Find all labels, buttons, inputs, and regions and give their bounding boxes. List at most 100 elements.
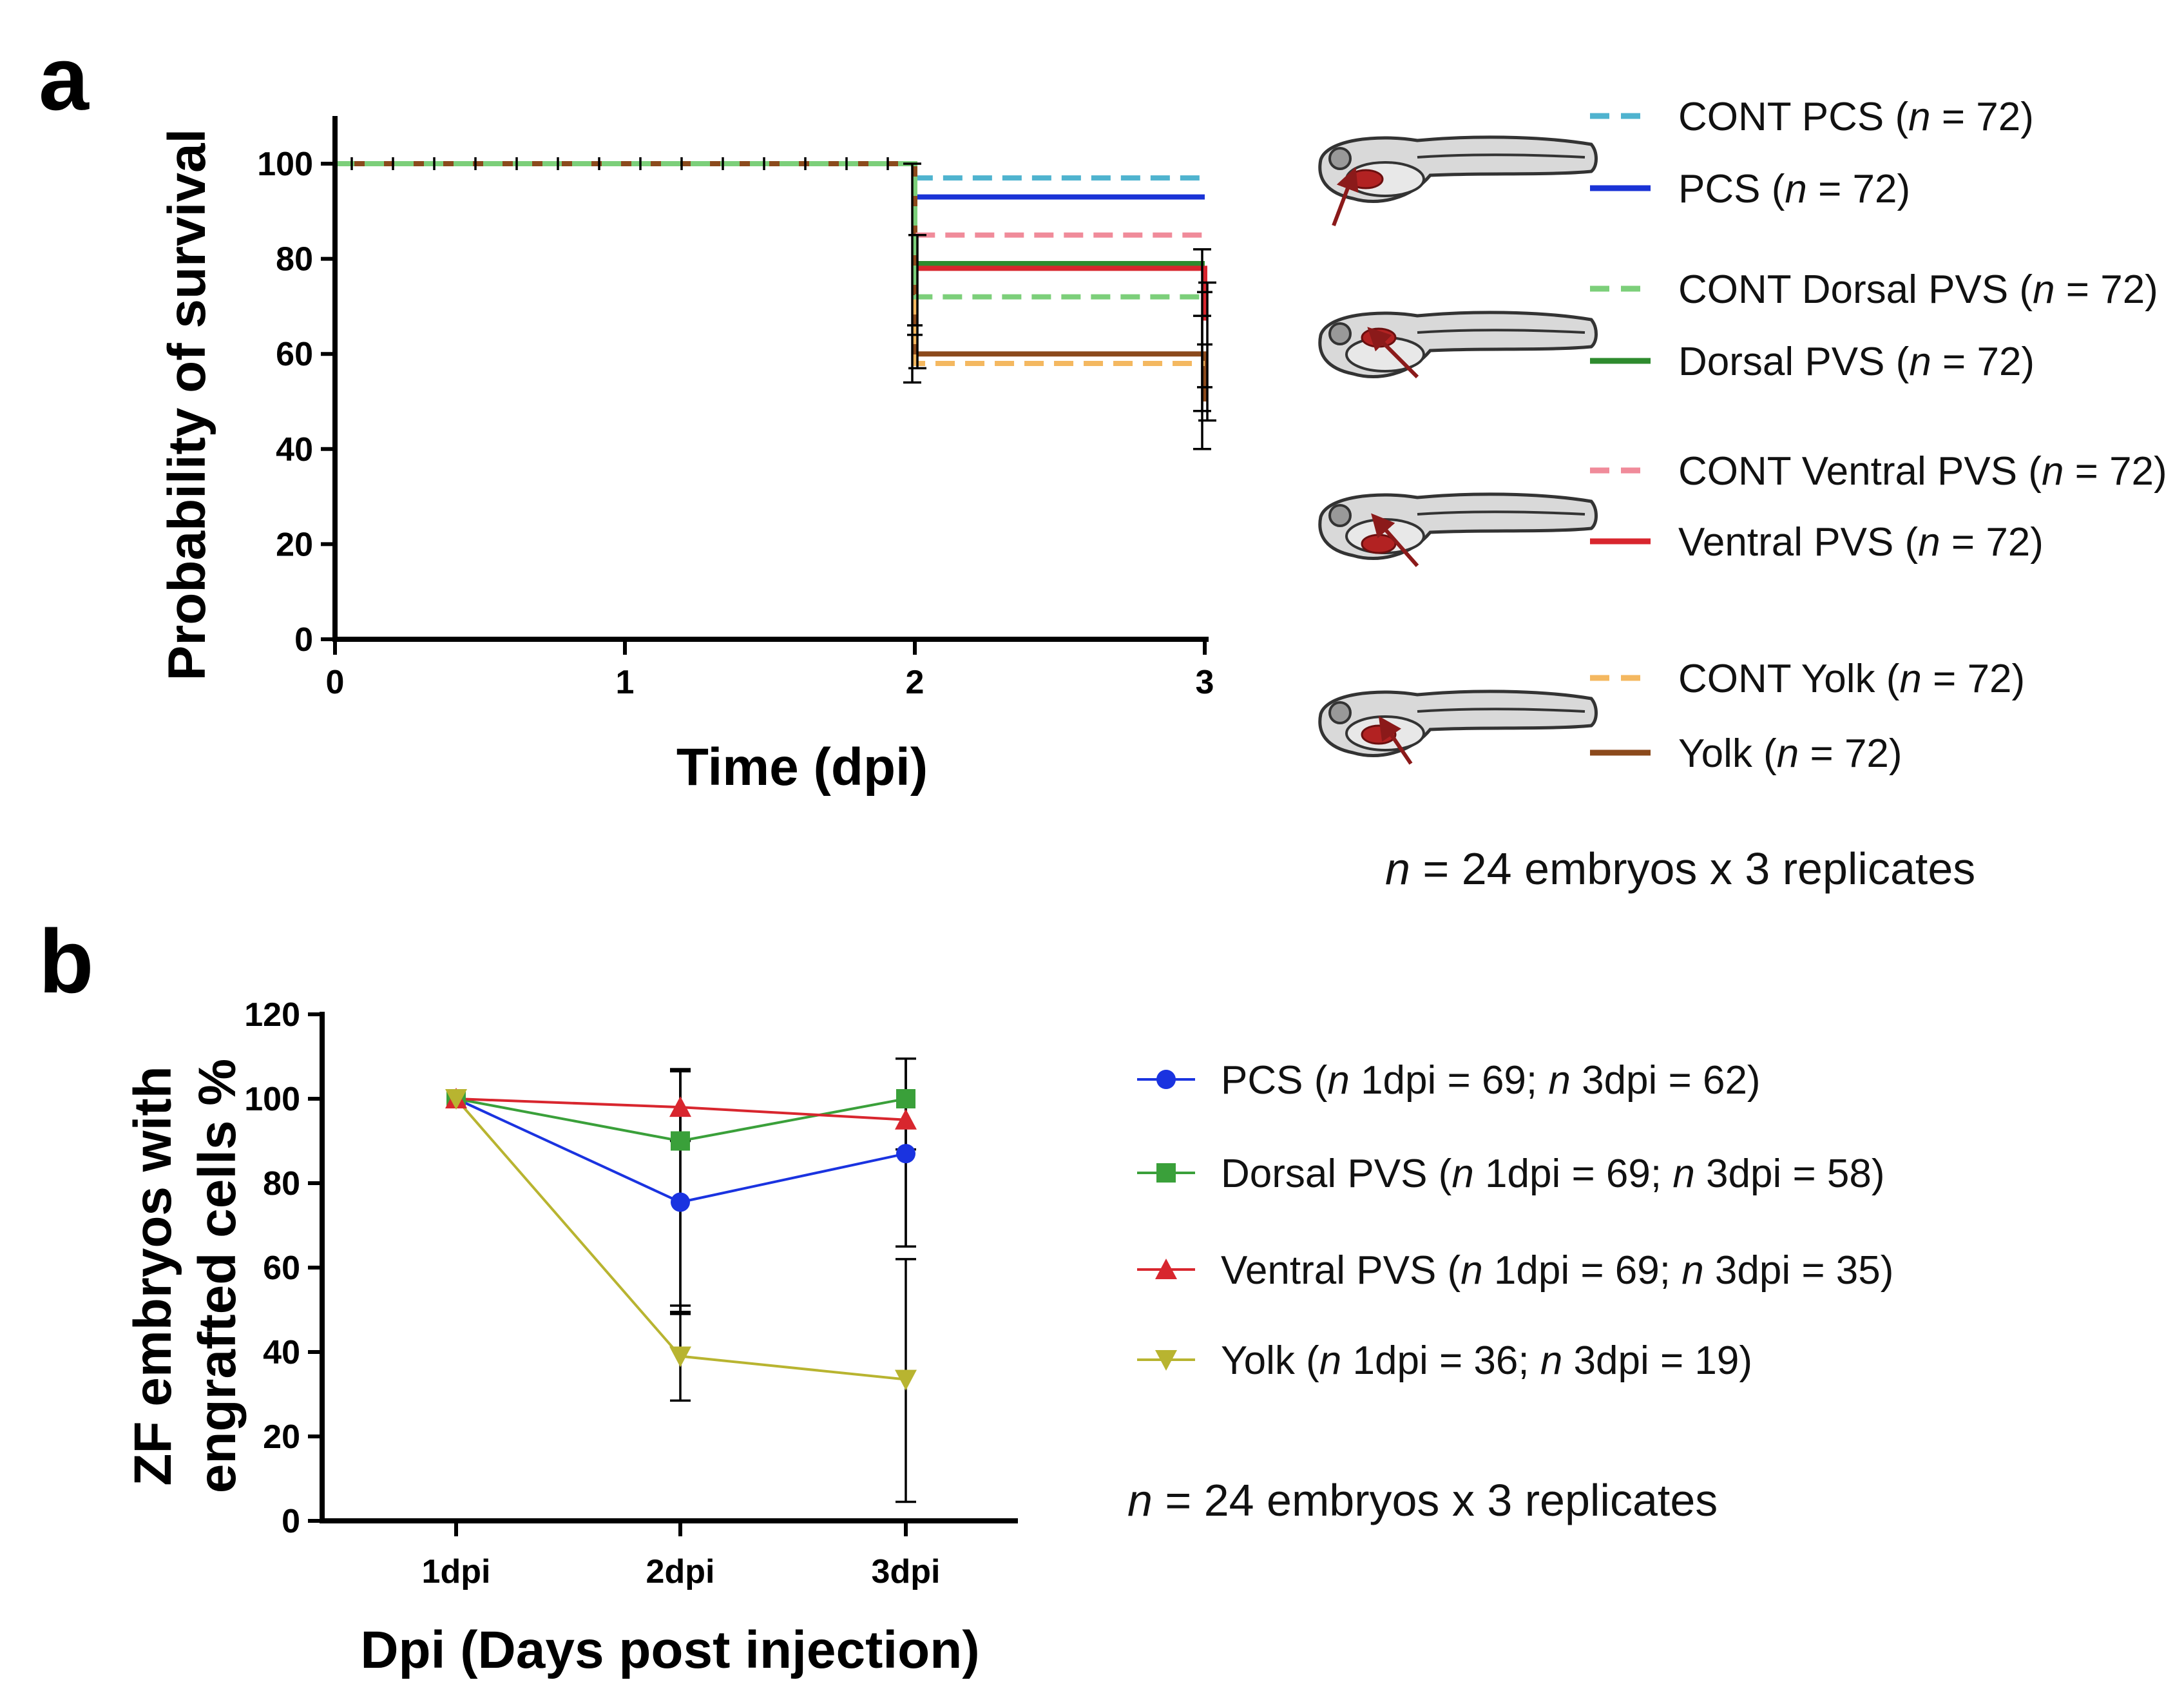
b-legend-marker xyxy=(1156,1070,1176,1089)
b-x-tick-label: 2dpi xyxy=(646,1553,715,1590)
b-x-tick-label: 3dpi xyxy=(872,1553,941,1590)
b-sample-note: n = 24 embryos x 3 replicates xyxy=(1127,1475,1718,1525)
a-legend-count: = 72) xyxy=(2064,449,2167,494)
zebrafish-notochord xyxy=(1417,510,1585,516)
b-legend-name: Yolk xyxy=(1221,1338,1296,1383)
b-y-tick-label: 60 xyxy=(263,1250,300,1287)
b-legend-detail: n xyxy=(1548,1058,1570,1103)
a-legend-name: CONT Yolk ( xyxy=(1678,657,1900,701)
b-legend-detail: n xyxy=(1461,1248,1482,1293)
b-legend-detail: 1dpi = 69; xyxy=(1474,1152,1673,1196)
b-legend-marker xyxy=(1155,1259,1177,1279)
zebrafish-icon xyxy=(1318,492,1598,560)
a-y-tick-label: 0 xyxy=(294,621,313,659)
b-y-axis-title-line1: ZF embryos with xyxy=(124,1066,182,1486)
a-legend-n: n xyxy=(1899,657,1921,701)
panel-b-label: b xyxy=(39,911,94,1012)
injection-arrow-icon xyxy=(1332,167,1359,227)
a-y-tick-label: 100 xyxy=(257,146,313,183)
a-legend-n: n xyxy=(2033,267,2055,312)
b-legend-label: Ventral PVS (n 1dpi = 69; n 3dpi = 35) xyxy=(1221,1248,1893,1293)
a-legend-name: CONT Ventral PVS ( xyxy=(1678,449,2042,494)
a-legend-name: CONT Dorsal PVS ( xyxy=(1678,267,2033,312)
a-x-tick-label: 0 xyxy=(326,664,345,701)
zebrafish-icon xyxy=(1318,690,1598,757)
a-legend-label: CONT Ventral PVS (n = 72) xyxy=(1678,449,2167,494)
a-legend-label: CONT PCS (n = 72) xyxy=(1678,95,2034,139)
b-legend-detail: ( xyxy=(1303,1058,1327,1103)
b-point-pcs xyxy=(671,1192,690,1212)
a-legend-count: = 72) xyxy=(1931,340,2035,384)
b-legend-detail: 3dpi = 19) xyxy=(1562,1338,1752,1383)
b-legend-name: Ventral PVS xyxy=(1221,1248,1436,1293)
a-legend-label: Yolk (n = 72) xyxy=(1678,731,1902,776)
a-y-tick-label: 60 xyxy=(276,336,313,373)
b-point-yolk xyxy=(445,1089,467,1110)
b-point-dorsal-pvs xyxy=(896,1089,915,1108)
a-legend-label: CONT Yolk (n = 72) xyxy=(1678,657,2025,701)
a-x-tick-label: 2 xyxy=(906,664,924,701)
b-y-tick-label: 80 xyxy=(263,1165,300,1203)
a-legend-label: Ventral PVS (n = 72) xyxy=(1678,520,2044,565)
b-legend-name: Dorsal PVS xyxy=(1221,1152,1427,1196)
a-x-axis-title: Time (dpi) xyxy=(676,738,928,797)
injection-arrow-icon xyxy=(1371,513,1419,567)
b-legend-marker xyxy=(1156,1163,1176,1183)
a-legend-n: n xyxy=(1777,731,1799,776)
b-legend-detail: 1dpi = 36; xyxy=(1341,1338,1540,1383)
b-legend-marker xyxy=(1155,1350,1177,1371)
b-legend-detail: n xyxy=(1540,1338,1562,1383)
b-legend-name: PCS xyxy=(1221,1058,1303,1103)
b-legend-label: Dorsal PVS (n 1dpi = 69; n 3dpi = 58) xyxy=(1221,1152,1885,1196)
b-point-yolk xyxy=(669,1346,691,1367)
b-legend-detail: n xyxy=(1451,1152,1473,1196)
a-legend-n: n xyxy=(2042,449,2064,494)
b-legend-detail: 1dpi = 69; xyxy=(1350,1058,1549,1103)
injection-arrow-icon xyxy=(1367,327,1419,379)
b-y-tick-label: 20 xyxy=(263,1418,300,1456)
a-y-tick-label: 80 xyxy=(276,241,313,278)
a-legend-label: Dorsal PVS (n = 72) xyxy=(1678,340,2035,384)
b-point-pcs xyxy=(896,1144,915,1164)
b-x-tick-label: 1dpi xyxy=(422,1553,491,1590)
a-x-tick-label: 1 xyxy=(616,664,635,701)
zebrafish-eye xyxy=(1328,701,1352,724)
b-y-tick-label: 40 xyxy=(263,1334,300,1371)
zebrafish-icon xyxy=(1318,311,1598,378)
b-y-tick-label: 120 xyxy=(244,996,300,1034)
zebrafish-notochord xyxy=(1417,153,1585,159)
b-legend-detail: ( xyxy=(1427,1152,1451,1196)
zebrafish-notochord xyxy=(1417,708,1585,713)
a-series-line-cont-dorsal-pvs xyxy=(335,161,1205,300)
b-point-dorsal-pvs xyxy=(671,1131,690,1151)
b-point-ventral-pvs xyxy=(895,1108,917,1130)
b-legend-detail: n xyxy=(1319,1338,1341,1383)
zebrafish-eye xyxy=(1328,147,1352,170)
a-legend-count: = 72) xyxy=(1940,520,2044,565)
b-legend-detail: n xyxy=(1672,1152,1694,1196)
a-legend: CONT PCS (n = 72)PCS (n = 72)CONT Dorsal… xyxy=(1590,95,2167,776)
a-legend-label: CONT Dorsal PVS (n = 72) xyxy=(1678,267,2158,312)
b-point-yolk xyxy=(895,1369,917,1391)
a-legend-count: = 72) xyxy=(1799,731,1902,776)
a-series-line-cont-yolk xyxy=(335,161,1205,366)
a-legend-name: PCS ( xyxy=(1678,167,1785,211)
a-x-tick-label: 3 xyxy=(1196,664,1214,701)
zebrafish-eye xyxy=(1328,322,1352,345)
a-legend-n: n xyxy=(1918,520,1940,565)
survival-chart: 0 20 40 60 80 100 0 1 2 3 Time (dpi) Probability … xyxy=(158,116,1216,797)
b-legend-detail: n xyxy=(1681,1248,1703,1293)
a-legend-label: PCS (n = 72) xyxy=(1678,167,1910,211)
b-legend-detail: 1dpi = 69; xyxy=(1483,1248,1682,1293)
a-y-tick-label: 40 xyxy=(276,431,313,468)
a-legend-name: Yolk ( xyxy=(1678,731,1777,776)
b-legend-detail: ( xyxy=(1436,1248,1461,1293)
b-y-axis-title-line2: engrafted cells % xyxy=(188,1059,247,1493)
a-legend-name: CONT PCS ( xyxy=(1678,95,1908,139)
a-legend-name: Ventral PVS ( xyxy=(1678,520,1919,565)
a-legend-n: n xyxy=(1785,167,1806,211)
zebrafish-notochord xyxy=(1417,329,1585,334)
injection-arrow-icon xyxy=(1378,716,1413,765)
a-legend-count: = 72) xyxy=(1807,167,1910,211)
